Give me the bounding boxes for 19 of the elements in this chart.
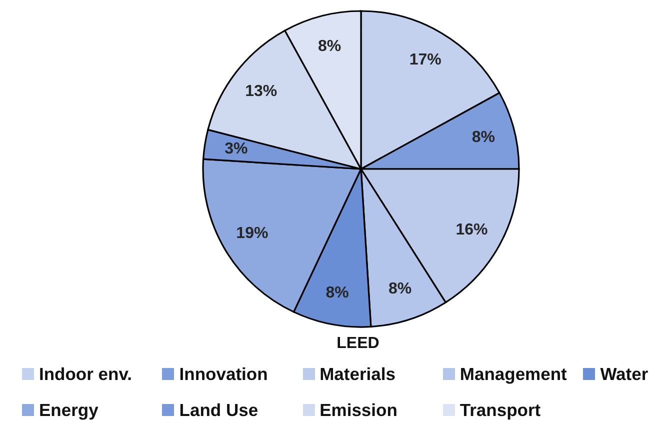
legend-label: Land Use: [179, 400, 258, 420]
data-label: 3%: [224, 140, 248, 158]
legend-label: Indoor env.: [39, 364, 132, 384]
legend-label: Emission: [320, 400, 398, 420]
data-label: 13%: [245, 83, 278, 100]
legend-label: Energy: [39, 400, 98, 420]
data-label: 8%: [318, 38, 342, 56]
data-label: 17%: [409, 52, 442, 69]
data-label: 8%: [388, 280, 412, 298]
text: LEED: [336, 335, 380, 353]
legend-label: Water: [600, 364, 648, 384]
legend-label: Innovation: [179, 364, 268, 384]
legend-label: Materials: [320, 364, 396, 384]
legend-label: Transport: [460, 400, 541, 420]
data-label: 19%: [236, 224, 268, 242]
data-label: 8%: [326, 284, 349, 302]
legend-label: Management: [460, 364, 567, 384]
data-label: 16%: [456, 221, 488, 238]
data-label: 8%: [472, 129, 495, 146]
